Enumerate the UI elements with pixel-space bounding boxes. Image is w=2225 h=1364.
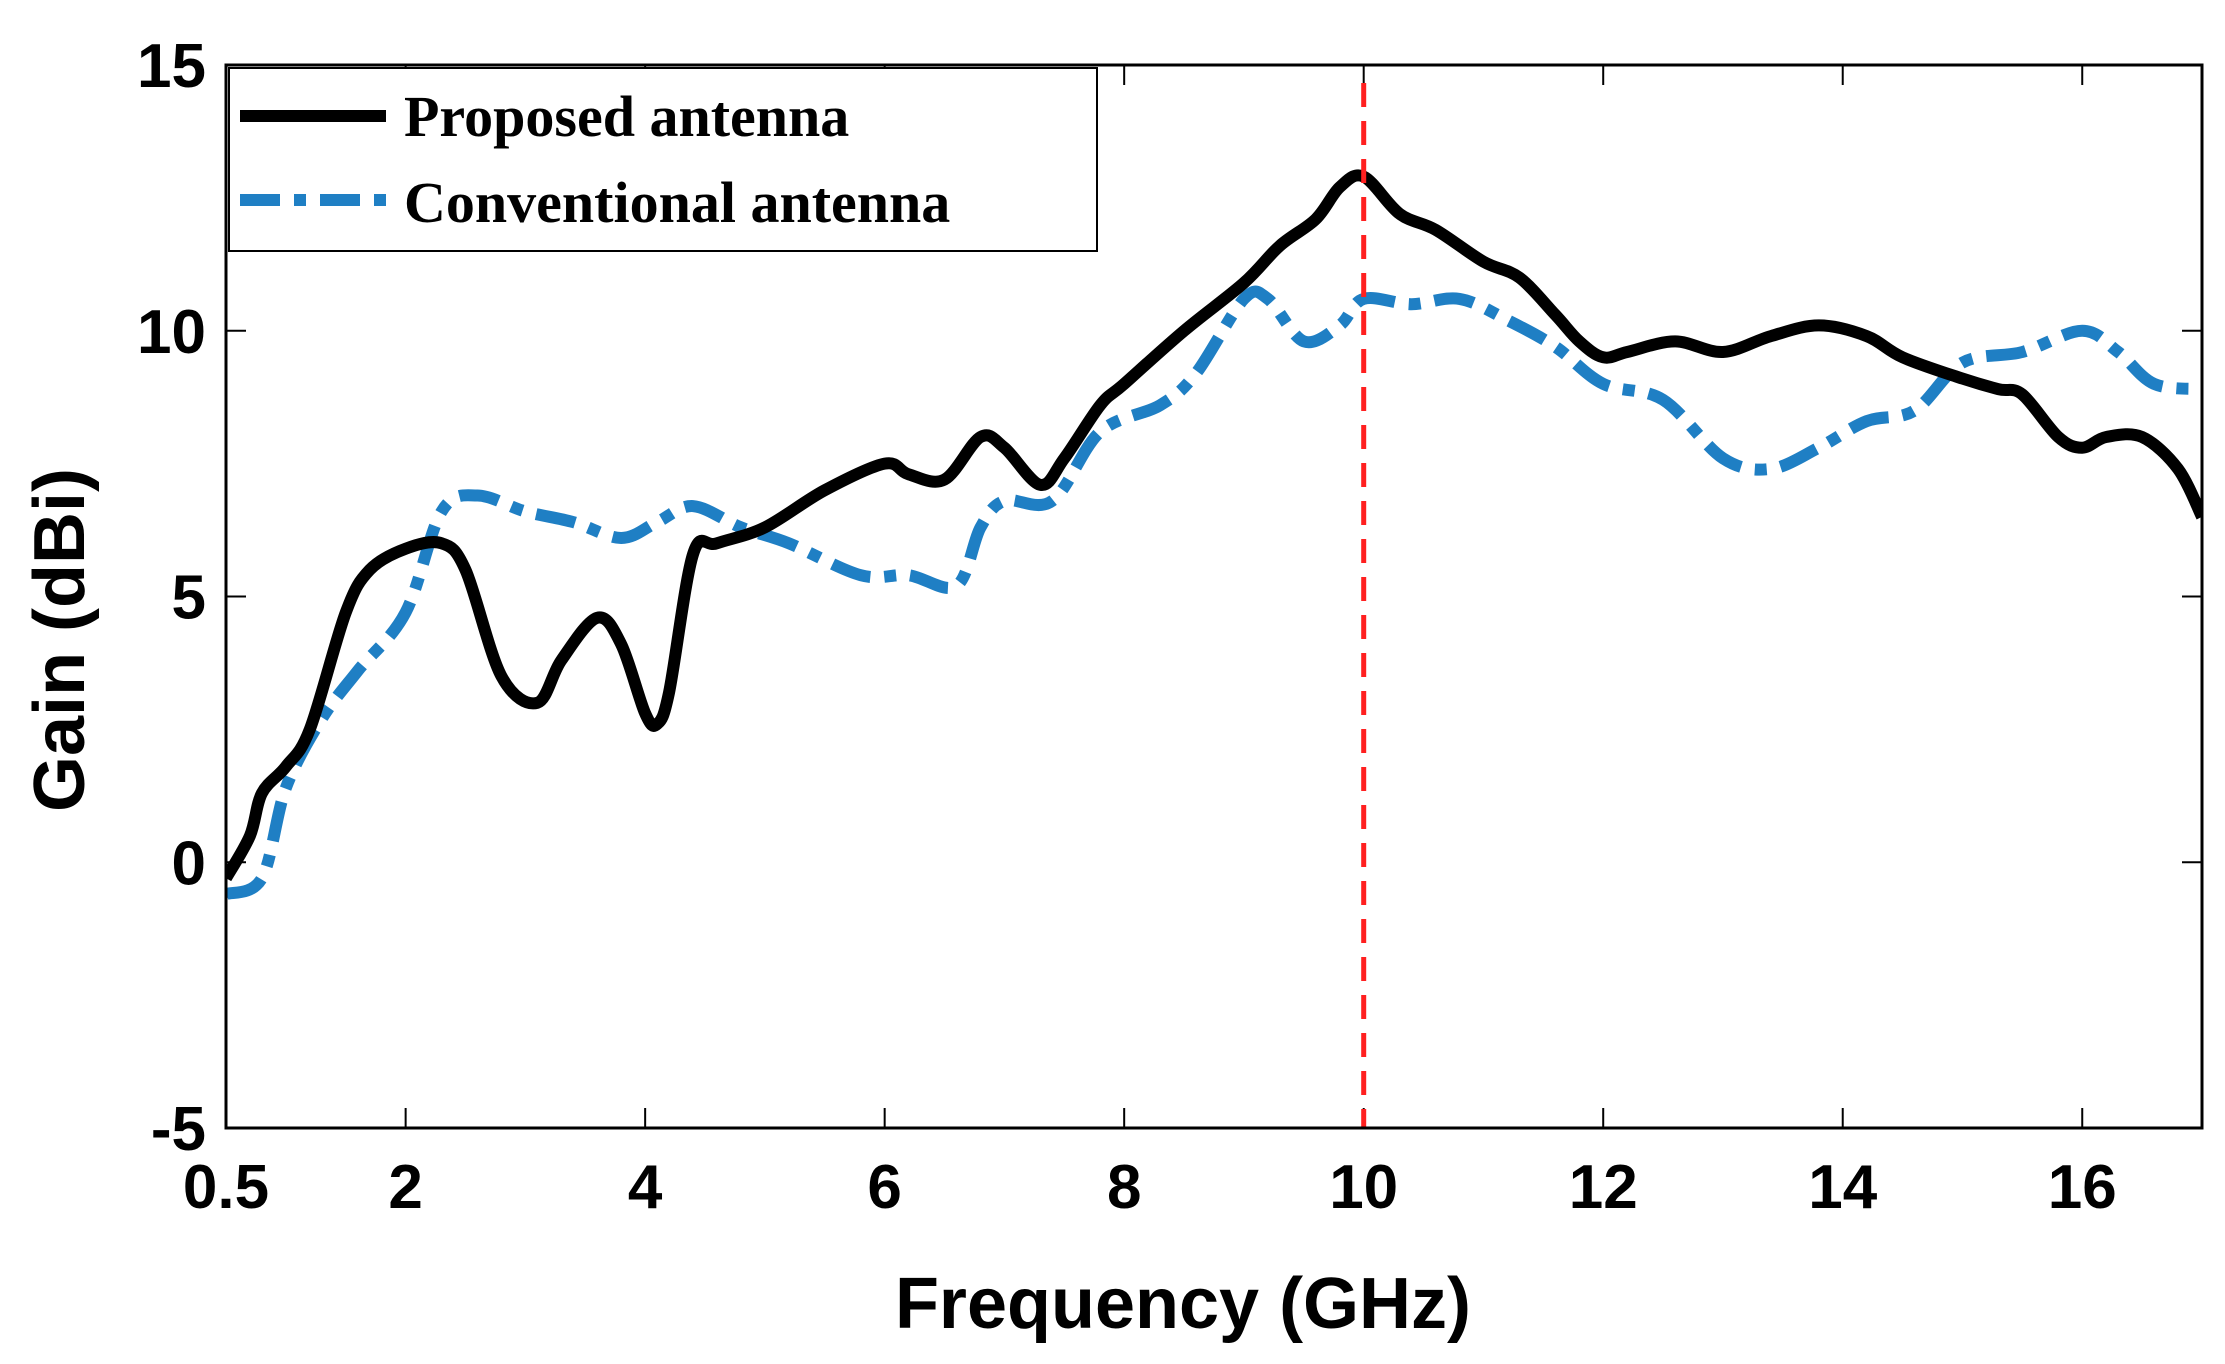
x-axis-title: Frequency (GHz) xyxy=(895,1264,1471,1344)
x-tick-label: 12 xyxy=(1569,1153,1638,1222)
legend-label-proposed: Proposed antenna xyxy=(404,84,849,149)
x-tick-label: 6 xyxy=(867,1153,901,1222)
x-tick-label: 8 xyxy=(1107,1153,1141,1222)
legend-label-conventional: Conventional antenna xyxy=(404,170,950,235)
x-tick-label: 14 xyxy=(1808,1153,1877,1222)
y-tick-label: -5 xyxy=(151,1095,206,1164)
series-line-proposed-antenna xyxy=(226,169,2202,882)
y-tick-label: 10 xyxy=(137,298,206,367)
y-tick-label: 0 xyxy=(172,829,206,898)
tick-labels: 0.5 2 4 6 8 10 12 14 16 -5 0 5 10 15 xyxy=(137,32,2117,1222)
series-layer xyxy=(226,169,2202,900)
legend-box xyxy=(228,67,1098,252)
x-tick-label: 2 xyxy=(388,1153,422,1222)
legend: Proposed antenna Conventional antenna xyxy=(228,67,1098,252)
x-tick-label: 0.5 xyxy=(183,1153,269,1222)
series-line-conventional-antenna xyxy=(226,285,2202,900)
x-tick-label: 10 xyxy=(1329,1153,1398,1222)
y-tick-label: 5 xyxy=(172,564,206,633)
x-tick-label: 4 xyxy=(628,1153,663,1222)
y-tick-label: 15 xyxy=(137,32,206,101)
plot-frame xyxy=(224,63,2204,1130)
y-axis-title: Gain (dBi) xyxy=(20,468,100,812)
x-tick-label: 16 xyxy=(2048,1153,2117,1222)
